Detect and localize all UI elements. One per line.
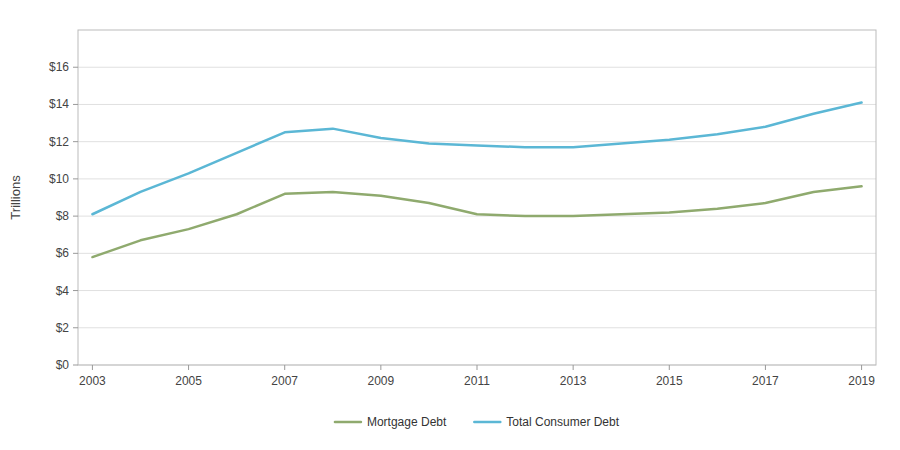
x-tick — [861, 365, 862, 370]
y-tick-label: $4 — [56, 284, 70, 298]
x-tick-label: 2013 — [560, 374, 587, 388]
x-tick — [477, 365, 478, 370]
y-tick — [73, 67, 78, 68]
y-axis-label: Trillions — [8, 175, 23, 220]
y-tick — [73, 104, 78, 105]
y-axis: $0 $2 $4 $6 $8 $10 $12 $14 $16 — [49, 60, 78, 372]
x-axis: 2003 2005 2007 2009 2011 2013 2015 2017 2019 — [79, 365, 875, 388]
y-tick — [73, 216, 78, 217]
y-tick-label: $10 — [49, 172, 69, 186]
x-tick — [573, 365, 574, 370]
legend: Mortgage Debt Total Consumer Debt — [335, 415, 620, 429]
legend-swatch — [335, 421, 361, 424]
y-tick — [73, 290, 78, 291]
chart: $0$2$4$6$8$10$12$14$16Trillions200320052… — [0, 0, 900, 450]
x-tick-label: 2007 — [271, 374, 298, 388]
y-tick-label: $0 — [56, 358, 70, 372]
y-tick — [73, 327, 78, 328]
line — [92, 103, 861, 215]
x-tick-label: 2017 — [752, 374, 779, 388]
y-tick-label: $14 — [49, 97, 69, 111]
grid-line — [78, 290, 876, 291]
grid-line — [78, 104, 876, 105]
grid-line — [78, 141, 876, 142]
x-tick-label: 2015 — [656, 374, 683, 388]
legend-item: Total Consumer Debt — [474, 415, 619, 429]
grid-line — [78, 253, 876, 254]
x-tick-label: 2011 — [464, 374, 490, 388]
legend-label: Mortgage Debt — [367, 415, 447, 429]
grid-line — [78, 178, 876, 179]
y-tick-label: $16 — [49, 60, 69, 74]
x-tick — [188, 365, 189, 370]
x-tick-label: 2009 — [368, 374, 395, 388]
grid — [78, 67, 876, 365]
x-tick — [284, 365, 285, 370]
x-tick — [765, 365, 766, 370]
legend-label: Total Consumer Debt — [506, 415, 619, 429]
y-tick — [73, 178, 78, 179]
x-tick — [669, 365, 670, 370]
legend-item: Mortgage Debt — [335, 415, 447, 429]
chart-container: $0$2$4$6$8$10$12$14$16Trillions200320052… — [0, 0, 900, 450]
y-tick — [73, 365, 78, 366]
y-tick-label: $2 — [56, 321, 70, 335]
lines — [92, 103, 861, 257]
grid-line — [78, 327, 876, 328]
plot-frame — [78, 30, 876, 365]
y-tick-label: $8 — [56, 209, 70, 223]
x-tick-label: 2019 — [848, 374, 875, 388]
grid-line — [78, 216, 876, 217]
line — [92, 186, 861, 257]
x-tick — [92, 365, 93, 370]
y-tick — [73, 141, 78, 142]
grid-line — [78, 67, 876, 68]
y-tick-label: $6 — [56, 246, 70, 260]
y-tick — [73, 253, 78, 254]
y-tick-label: $12 — [49, 135, 69, 149]
x-tick — [380, 365, 381, 370]
legend-swatch — [474, 421, 500, 424]
x-tick-label: 2003 — [79, 374, 106, 388]
x-tick-label: 2005 — [175, 374, 202, 388]
